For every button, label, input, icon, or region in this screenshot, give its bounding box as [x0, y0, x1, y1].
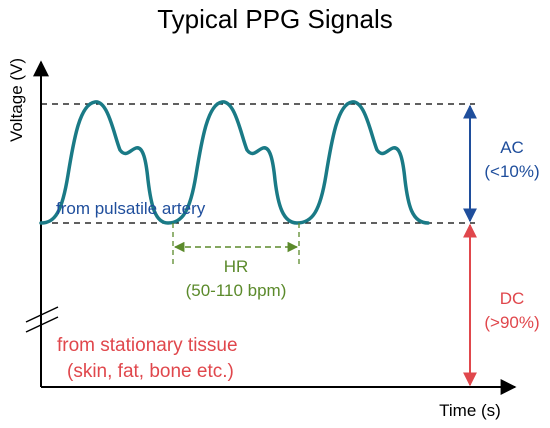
ac-value: (<10%): [484, 162, 539, 181]
diagram-title: Typical PPG Signals: [157, 4, 393, 34]
x-axis-label: Time (s): [439, 401, 501, 420]
dc-label: DC: [500, 289, 525, 308]
ppg-waveform: [39, 100, 430, 225]
pulsatile-artery-label: from pulsatile artery: [56, 199, 206, 218]
y-axis-label: Voltage (V): [7, 58, 26, 142]
stationary-tissue-detail: (skin, fat, bone etc.): [67, 361, 234, 382]
axis-break-mark: [25, 306, 59, 323]
ac-label: AC: [500, 138, 524, 157]
dc-value: (>90%): [484, 313, 539, 332]
stationary-tissue-label: from stationary tissue: [57, 335, 238, 356]
axis-break-mark: [25, 316, 59, 333]
hr-label: HR: [224, 257, 249, 276]
hr-range: (50-110 bpm): [186, 281, 287, 300]
